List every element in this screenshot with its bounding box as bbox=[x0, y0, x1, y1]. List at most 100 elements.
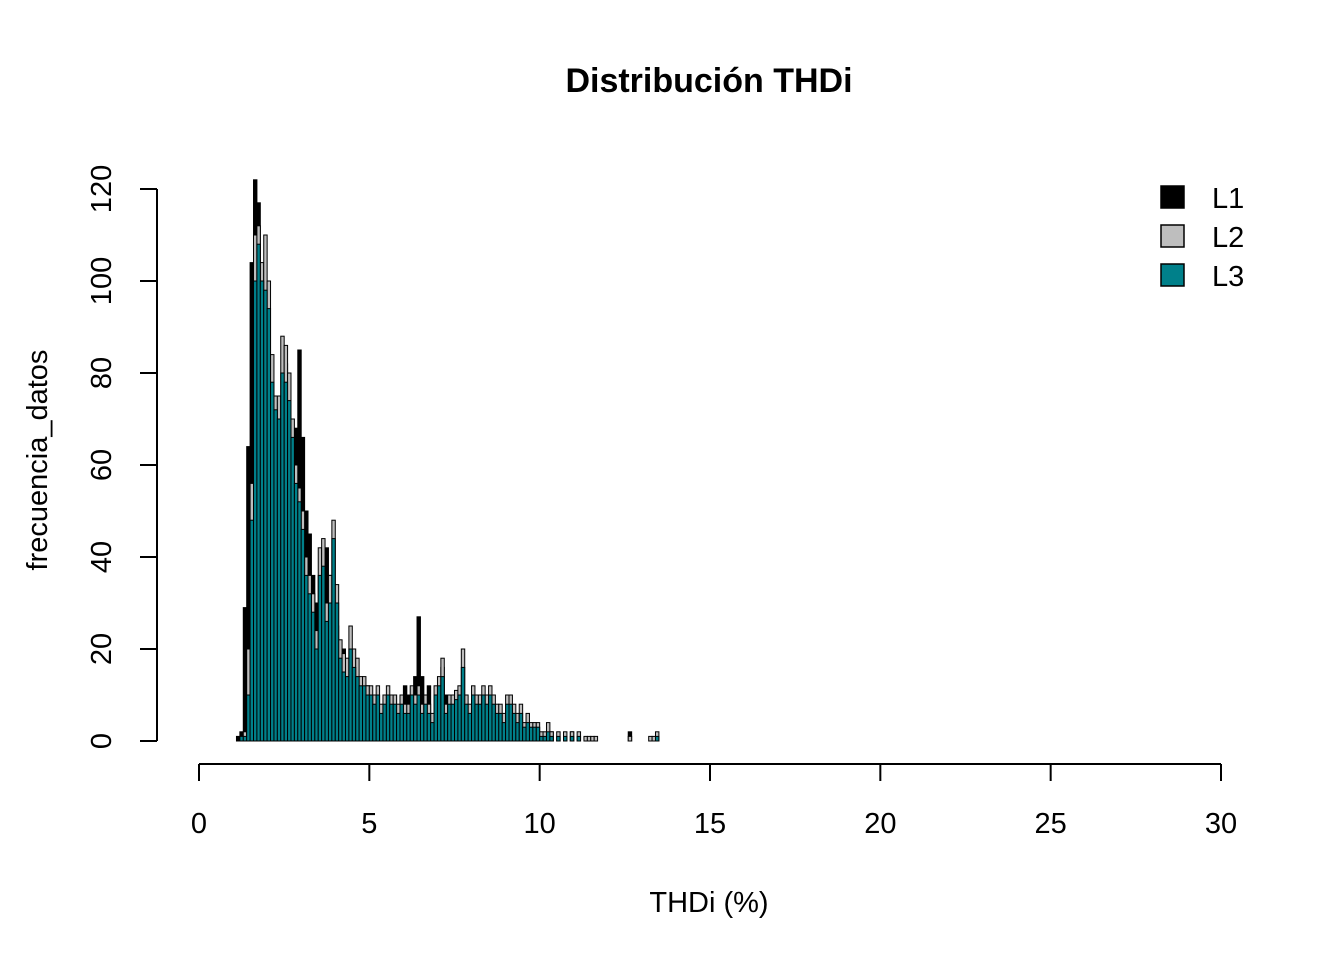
bar-l3 bbox=[525, 722, 530, 742]
bar-l3 bbox=[382, 703, 387, 742]
bar-l3 bbox=[511, 712, 517, 742]
x-tick-label: 15 bbox=[694, 808, 726, 840]
bar-l3 bbox=[515, 722, 520, 742]
legend-label: L3 bbox=[1212, 261, 1244, 293]
bar-l3 bbox=[307, 593, 312, 742]
bar-l3 bbox=[375, 694, 381, 742]
bar-l3 bbox=[488, 694, 493, 742]
y-tick-label: 120 bbox=[86, 165, 118, 213]
bar-l3 bbox=[246, 694, 251, 742]
bar-l3 bbox=[532, 726, 537, 742]
bar-l3 bbox=[314, 648, 319, 742]
bar-l3 bbox=[242, 735, 248, 742]
bar-l3 bbox=[505, 703, 510, 742]
y-tick-label: 20 bbox=[86, 633, 118, 665]
bar-l1 bbox=[235, 735, 241, 742]
bar-l3 bbox=[304, 574, 309, 742]
bar-l3 bbox=[293, 482, 299, 742]
bar-l3 bbox=[334, 602, 340, 742]
y-tick-label: 100 bbox=[86, 257, 118, 305]
x-tick-label: 30 bbox=[1205, 808, 1237, 840]
legend-item-l3: L3 bbox=[1160, 261, 1244, 293]
bar-l3 bbox=[576, 735, 582, 742]
bar-l3 bbox=[290, 436, 295, 742]
bar-l3 bbox=[569, 735, 575, 742]
bar-l3 bbox=[331, 538, 336, 742]
bar-l3 bbox=[351, 666, 357, 742]
bar-l3 bbox=[379, 712, 384, 742]
bar-l3 bbox=[467, 712, 473, 742]
bar-l3 bbox=[365, 694, 370, 742]
bar-l1 bbox=[242, 607, 248, 742]
bar-l3 bbox=[563, 735, 568, 742]
bar-l2 bbox=[583, 735, 588, 742]
legend: L1 L2 L3 bbox=[1160, 183, 1244, 293]
bar-l3 bbox=[280, 372, 285, 742]
bar-l3 bbox=[402, 712, 408, 742]
bar-l3 bbox=[535, 726, 541, 742]
bar-l3 bbox=[392, 703, 398, 742]
bar-l3 bbox=[413, 703, 418, 742]
bar-l3 bbox=[396, 712, 401, 742]
bar-l3 bbox=[522, 726, 527, 742]
bar-l3 bbox=[362, 685, 367, 742]
legend-item-l1: L1 bbox=[1160, 183, 1244, 215]
chart-title: Distribución THDi bbox=[565, 62, 852, 100]
bar-l3 bbox=[324, 620, 329, 742]
bar-l3 bbox=[549, 735, 554, 742]
bar-l3 bbox=[440, 676, 445, 742]
bar-l2 bbox=[586, 735, 592, 742]
bar-l3 bbox=[436, 685, 442, 742]
bar-l3 bbox=[389, 703, 394, 742]
bar-l3 bbox=[259, 280, 265, 742]
legend-label: L2 bbox=[1212, 222, 1244, 254]
bar-l3 bbox=[372, 703, 377, 742]
bar-l3 bbox=[409, 694, 415, 742]
bar-l3 bbox=[443, 712, 449, 742]
bar-l3 bbox=[253, 280, 258, 742]
x-tick-label: 20 bbox=[864, 808, 896, 840]
bar-l3 bbox=[501, 722, 507, 742]
x-tick-label: 5 bbox=[361, 808, 377, 840]
legend-label: L1 bbox=[1212, 183, 1244, 215]
bar-l3 bbox=[341, 671, 346, 742]
bar-l3 bbox=[447, 703, 452, 742]
bar-l3 bbox=[263, 289, 268, 742]
y-axis: 0 20 40 60 80 100 120 bbox=[86, 165, 158, 749]
x-tick-label: 25 bbox=[1035, 808, 1067, 840]
bar-l3 bbox=[355, 676, 360, 742]
bar-l3 bbox=[287, 400, 292, 742]
bar-l3 bbox=[471, 694, 476, 742]
bar-l3 bbox=[556, 735, 561, 742]
x-axis: 0 5 10 15 20 25 30 bbox=[191, 763, 1237, 840]
bar-l3 bbox=[327, 602, 333, 742]
bar-l2 bbox=[651, 735, 657, 742]
bar-l3 bbox=[433, 694, 438, 742]
x-tick-label: 10 bbox=[524, 808, 556, 840]
bars-group bbox=[235, 179, 660, 742]
bar-l3 bbox=[317, 574, 323, 742]
bar-l2 bbox=[648, 735, 653, 742]
y-axis-label: frecuencia_datos bbox=[22, 350, 54, 571]
bar-l3 bbox=[528, 726, 534, 742]
bar-l3 bbox=[270, 381, 275, 742]
bar-l3 bbox=[310, 611, 316, 742]
y-tick-label: 60 bbox=[86, 449, 118, 481]
bar-l3 bbox=[430, 722, 435, 742]
bar-l2 bbox=[593, 735, 599, 742]
bar-l3 bbox=[276, 418, 282, 742]
bar-l3 bbox=[344, 676, 350, 742]
bar-l3 bbox=[494, 712, 500, 742]
bar-l3 bbox=[481, 694, 486, 742]
bar-l3 bbox=[464, 703, 469, 742]
bar-l3 bbox=[539, 735, 544, 742]
bar-l3 bbox=[450, 703, 455, 742]
bar-l3 bbox=[508, 703, 513, 742]
x-axis-label: THDi (%) bbox=[649, 887, 768, 919]
series-l3 bbox=[239, 243, 660, 742]
bar-l3 bbox=[460, 666, 466, 742]
bar-l3 bbox=[239, 735, 244, 742]
bar-l3 bbox=[321, 565, 326, 742]
bar-l3 bbox=[542, 735, 547, 742]
